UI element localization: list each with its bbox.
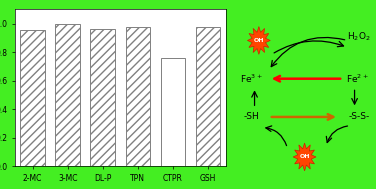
Polygon shape (247, 26, 270, 54)
Bar (91, 29, 115, 166)
Text: Fe$^{2+}$: Fe$^{2+}$ (346, 73, 369, 85)
Bar (20, 30, 45, 166)
Text: -SH: -SH (244, 112, 259, 122)
Text: OH: OH (253, 38, 264, 43)
Bar (161, 58, 185, 166)
Text: Fe$^{3+}$: Fe$^{3+}$ (240, 73, 263, 85)
Text: H$_2$O$_2$: H$_2$O$_2$ (347, 31, 371, 43)
Bar (196, 27, 220, 166)
Bar (126, 27, 150, 166)
Polygon shape (293, 143, 316, 171)
Text: -S-S-: -S-S- (348, 112, 370, 122)
Bar (55, 24, 80, 166)
X-axis label: Compounds: Compounds (95, 188, 146, 189)
Text: OH: OH (299, 154, 310, 160)
